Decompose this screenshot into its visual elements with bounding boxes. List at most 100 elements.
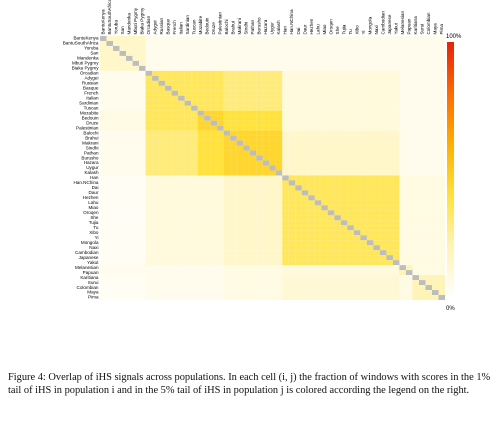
heatmap-cell xyxy=(412,270,420,276)
heatmap-cell xyxy=(191,250,198,256)
heatmap-cell xyxy=(269,160,276,166)
heatmap-cell xyxy=(295,36,302,42)
heatmap-cell xyxy=(256,290,263,296)
heatmap-cell xyxy=(223,255,231,261)
heatmap-cell xyxy=(152,265,159,271)
heatmap-cell xyxy=(269,245,276,251)
heatmap-cell xyxy=(152,175,159,181)
heatmap-cell xyxy=(425,235,433,241)
heatmap-cell xyxy=(249,190,257,196)
heatmap-cell xyxy=(399,275,406,281)
heatmap-cell xyxy=(204,55,211,61)
heatmap-cell xyxy=(119,175,127,181)
heatmap-cell xyxy=(379,195,387,201)
heatmap-cell xyxy=(236,110,244,116)
heatmap-cell xyxy=(178,135,185,141)
heatmap-cell xyxy=(100,65,107,71)
heatmap-cell xyxy=(191,225,198,231)
heatmap-cell xyxy=(269,250,276,256)
heatmap-cell xyxy=(301,60,309,66)
heatmap-cell xyxy=(126,230,133,236)
heatmap-cell xyxy=(288,170,296,176)
heatmap-cell xyxy=(340,60,348,66)
heatmap-cell xyxy=(236,55,244,61)
heatmap-cell xyxy=(262,80,270,86)
heatmap-cell xyxy=(392,45,400,51)
heatmap-cell xyxy=(158,70,166,76)
heatmap-cell xyxy=(249,225,257,231)
heatmap-cell xyxy=(366,230,374,236)
heatmap-cell xyxy=(392,75,400,81)
heatmap-cell xyxy=(139,210,146,216)
heatmap-cell xyxy=(379,260,387,266)
heatmap-cell xyxy=(412,70,420,76)
heatmap-cell xyxy=(243,235,250,241)
heatmap-cell xyxy=(106,280,114,286)
heatmap-cell xyxy=(158,195,166,201)
heatmap-cell xyxy=(152,120,159,126)
heatmap-cell xyxy=(236,50,244,56)
heatmap-cell xyxy=(418,270,426,276)
heatmap-cell xyxy=(418,130,426,136)
heatmap-cell xyxy=(132,150,140,156)
heatmap-cell xyxy=(301,80,309,86)
heatmap-cell xyxy=(275,130,283,136)
heatmap-cell xyxy=(119,215,127,221)
heatmap-cell xyxy=(288,280,296,286)
heatmap-cell xyxy=(282,190,289,196)
heatmap-cell xyxy=(230,215,237,221)
heatmap-cell xyxy=(158,185,166,191)
heatmap-cell xyxy=(262,265,270,271)
heatmap-cell xyxy=(405,105,413,111)
heatmap-cell xyxy=(171,205,179,211)
heatmap-cell xyxy=(425,250,433,256)
heatmap-cell xyxy=(288,125,296,131)
heatmap-cell xyxy=(327,130,335,136)
heatmap-cell xyxy=(399,255,406,261)
heatmap-cell xyxy=(210,40,218,47)
heatmap-cell xyxy=(392,250,400,256)
heatmap-cell xyxy=(126,115,133,121)
heatmap-cell xyxy=(158,55,166,61)
heatmap-cell xyxy=(275,140,283,146)
heatmap-cell xyxy=(100,165,107,171)
heatmap-cell xyxy=(249,295,257,301)
heatmap-cell xyxy=(412,90,420,96)
heatmap-cell xyxy=(126,170,133,176)
heatmap-cell xyxy=(152,36,159,42)
heatmap-cell xyxy=(204,45,211,51)
heatmap-cell xyxy=(288,135,296,141)
heatmap-cell xyxy=(379,165,387,171)
heatmap-cell xyxy=(366,275,374,281)
heatmap-cell xyxy=(171,245,179,251)
heatmap-cell xyxy=(197,180,205,186)
heatmap-cell xyxy=(171,260,179,266)
heatmap-cell xyxy=(204,170,211,176)
heatmap-cell xyxy=(126,285,133,291)
heatmap-cell xyxy=(126,220,133,226)
heatmap-cell xyxy=(275,100,283,106)
heatmap-cell xyxy=(321,215,328,221)
heatmap-cell xyxy=(210,275,218,281)
heatmap-cell xyxy=(139,265,146,271)
heatmap-cell xyxy=(262,210,270,216)
heatmap-cell xyxy=(379,295,387,301)
heatmap-cell xyxy=(197,290,205,296)
heatmap-cell xyxy=(158,36,166,42)
heatmap-cell xyxy=(256,190,263,196)
heatmap-cell xyxy=(379,115,387,121)
heatmap-cell xyxy=(353,240,361,246)
heatmap-cell xyxy=(282,240,289,246)
heatmap-cell xyxy=(412,220,420,226)
heatmap-cell xyxy=(145,125,153,131)
heatmap-cell xyxy=(132,175,140,181)
heatmap-cell xyxy=(353,280,361,286)
heatmap-cell xyxy=(256,120,263,126)
heatmap-cell xyxy=(353,200,361,206)
heatmap-cell xyxy=(269,50,276,56)
row-label: Colombian xyxy=(77,285,99,290)
heatmap-cell xyxy=(210,75,218,81)
heatmap-cell xyxy=(256,225,263,231)
heatmap-cell xyxy=(405,100,413,106)
heatmap-cell xyxy=(249,195,257,201)
